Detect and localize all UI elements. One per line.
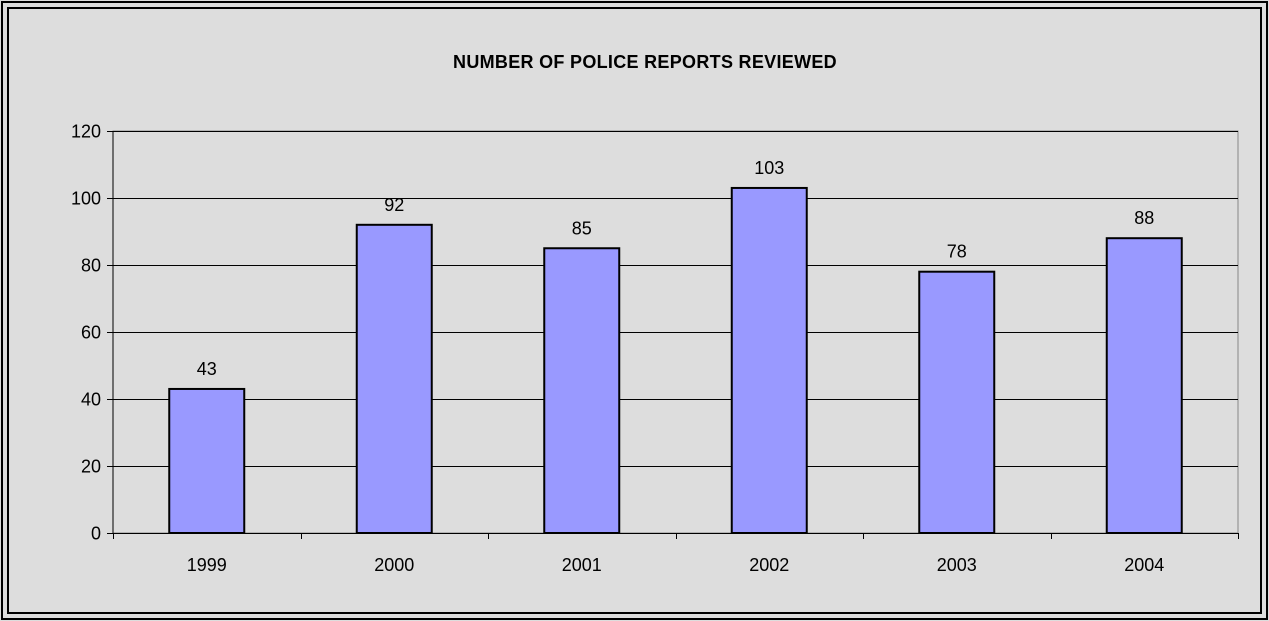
bar-1999 bbox=[168, 387, 246, 535]
data-label-2003: 78 bbox=[947, 242, 967, 262]
data-label-2001: 85 bbox=[572, 218, 592, 238]
x-tick-label-2004: 2004 bbox=[1124, 555, 1164, 575]
y-tick-label-20: 20 bbox=[81, 457, 101, 477]
x-tick-label-2003: 2003 bbox=[937, 555, 977, 575]
plot-area: 43 92 85 103 78 88 0 20 40 60 80 100 120 1999 2000 20… bbox=[71, 122, 1239, 575]
data-labels: 43 92 85 103 78 88 bbox=[197, 158, 1155, 379]
x-tick-label-1999: 1999 bbox=[187, 555, 227, 575]
y-tick-label-60: 60 bbox=[81, 323, 101, 343]
y-tick-label-100: 100 bbox=[71, 189, 101, 209]
x-tick-label-2001: 2001 bbox=[562, 555, 602, 575]
bar-2003 bbox=[918, 270, 996, 534]
x-axis-ticks: 1999 2000 2001 2002 2003 2004 bbox=[113, 533, 1239, 575]
y-tick-label-0: 0 bbox=[91, 524, 101, 544]
chart-title: NUMBER OF POLICE REPORTS REVIEWED bbox=[453, 52, 837, 72]
y-tick-label-40: 40 bbox=[81, 390, 101, 410]
bars bbox=[168, 186, 1183, 535]
x-tick-label-2000: 2000 bbox=[374, 555, 414, 575]
bar-2001 bbox=[543, 247, 621, 534]
data-label-2000: 92 bbox=[384, 195, 404, 215]
y-tick-label-120: 120 bbox=[71, 122, 101, 142]
bar-2004 bbox=[1105, 237, 1183, 534]
x-tick-label-2002: 2002 bbox=[749, 555, 789, 575]
gridlines bbox=[113, 131, 1238, 467]
bar-2002 bbox=[730, 186, 808, 534]
y-axis-ticks: 0 20 40 60 80 100 120 bbox=[71, 122, 113, 544]
bar-2000 bbox=[355, 223, 433, 535]
y-tick-label-80: 80 bbox=[81, 256, 101, 276]
data-label-2002: 103 bbox=[754, 158, 784, 178]
data-label-1999: 43 bbox=[197, 359, 217, 379]
data-label-2004: 88 bbox=[1134, 208, 1154, 228]
chart-frame-inner bbox=[7, 7, 1262, 614]
